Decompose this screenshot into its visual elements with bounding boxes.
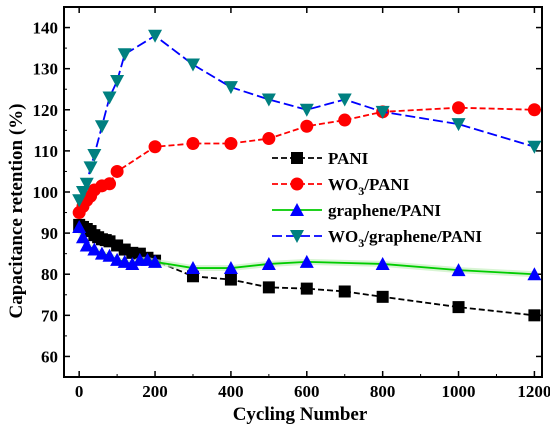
data-point: [110, 164, 124, 178]
y-tick-label: 100: [33, 183, 59, 202]
data-point: [72, 219, 87, 233]
legend-item-wo3-pani: WO3/PANI: [272, 175, 410, 198]
data-point: [262, 281, 275, 294]
data-point: [299, 103, 314, 117]
data-point: [79, 177, 94, 191]
y-tick-label: 80: [41, 265, 58, 284]
legend-marker: [290, 203, 304, 216]
plot-frame: [63, 6, 543, 378]
data-point: [375, 105, 390, 119]
series-line: [78, 34, 535, 201]
data-point: [338, 113, 352, 127]
data-point: [300, 119, 314, 133]
data-point: [224, 273, 237, 286]
data-point: [103, 177, 117, 191]
data-point: [338, 285, 351, 298]
data-point: [452, 101, 466, 115]
y-tick-label: 90: [41, 224, 58, 243]
y-tick-label: 110: [33, 142, 58, 161]
data-point: [223, 261, 238, 275]
y-tick-label: 70: [41, 306, 58, 325]
data-point: [376, 290, 389, 303]
legend-item-graphene-pani: graphene/PANI: [272, 201, 441, 220]
legend-label: WO3/graphene/PANI: [328, 227, 482, 250]
ticks-layer: 0 200 400 600 800 1000 1200 60 70 80 90 100 110 120 13…: [33, 7, 550, 401]
data-point: [102, 91, 117, 105]
data-point: [117, 48, 132, 62]
data-point: [527, 267, 542, 281]
data-point: [223, 81, 238, 95]
series-line: [78, 224, 535, 317]
x-tick-label: 200: [142, 382, 168, 401]
series-layer: [72, 29, 542, 322]
y-tick-label: 60: [41, 347, 58, 366]
data-point: [261, 256, 276, 270]
x-tick-label: 800: [370, 382, 396, 401]
legend-marker: [291, 152, 303, 164]
series-wo3-graphene-pani: [72, 29, 542, 208]
y-axis-title: Capacitance retention (%): [6, 104, 27, 319]
legend-marker: [290, 177, 304, 191]
y-tick-label: 130: [33, 60, 59, 79]
data-point: [262, 132, 276, 146]
data-point: [185, 58, 200, 72]
legend-marker: [290, 230, 304, 243]
series-wo3-pani: [72, 101, 541, 220]
data-point: [94, 120, 109, 134]
legend-label: WO3/PANI: [328, 175, 410, 198]
data-point: [452, 301, 465, 314]
data-point: [148, 29, 163, 43]
data-point: [528, 309, 541, 322]
x-axis-title: Cycling Number: [233, 404, 368, 425]
data-point: [83, 161, 98, 175]
data-point: [375, 256, 390, 270]
data-point: [224, 136, 238, 150]
data-point: [300, 282, 313, 295]
x-tick-label: 0: [75, 382, 84, 401]
data-point: [148, 254, 163, 268]
x-tick-label: 600: [294, 382, 320, 401]
data-point: [125, 256, 140, 270]
legend: PANI WO3/PANI graphene/PANI WO3/graphene/PA…: [272, 149, 482, 250]
data-point: [87, 242, 102, 256]
data-point: [110, 75, 125, 88]
y-tick-label: 140: [33, 19, 59, 38]
data-point: [126, 246, 139, 259]
data-point: [185, 261, 200, 275]
data-point: [79, 238, 94, 252]
y-tick-label: 120: [33, 101, 59, 120]
data-point: [186, 136, 200, 150]
x-tick-label: 1000: [442, 382, 476, 401]
plot-border: [63, 6, 543, 378]
data-point: [527, 140, 542, 154]
x-tick-label: 1200: [517, 382, 550, 401]
data-point: [527, 103, 541, 117]
data-point: [102, 248, 117, 262]
data-point: [261, 93, 276, 107]
legend-item-wo3-graphene-pani: WO3/graphene/PANI: [272, 227, 482, 250]
data-point: [451, 118, 466, 132]
data-point: [148, 140, 162, 154]
data-point: [87, 149, 102, 162]
legend-label: graphene/PANI: [328, 201, 441, 220]
legend-item-pani: PANI: [272, 149, 369, 168]
series-graphene-pani: [72, 219, 542, 281]
legend-label: PANI: [328, 149, 369, 168]
data-point: [337, 93, 352, 107]
data-point: [451, 263, 466, 277]
x-tick-label: 400: [218, 382, 244, 401]
data-point: [299, 254, 314, 268]
